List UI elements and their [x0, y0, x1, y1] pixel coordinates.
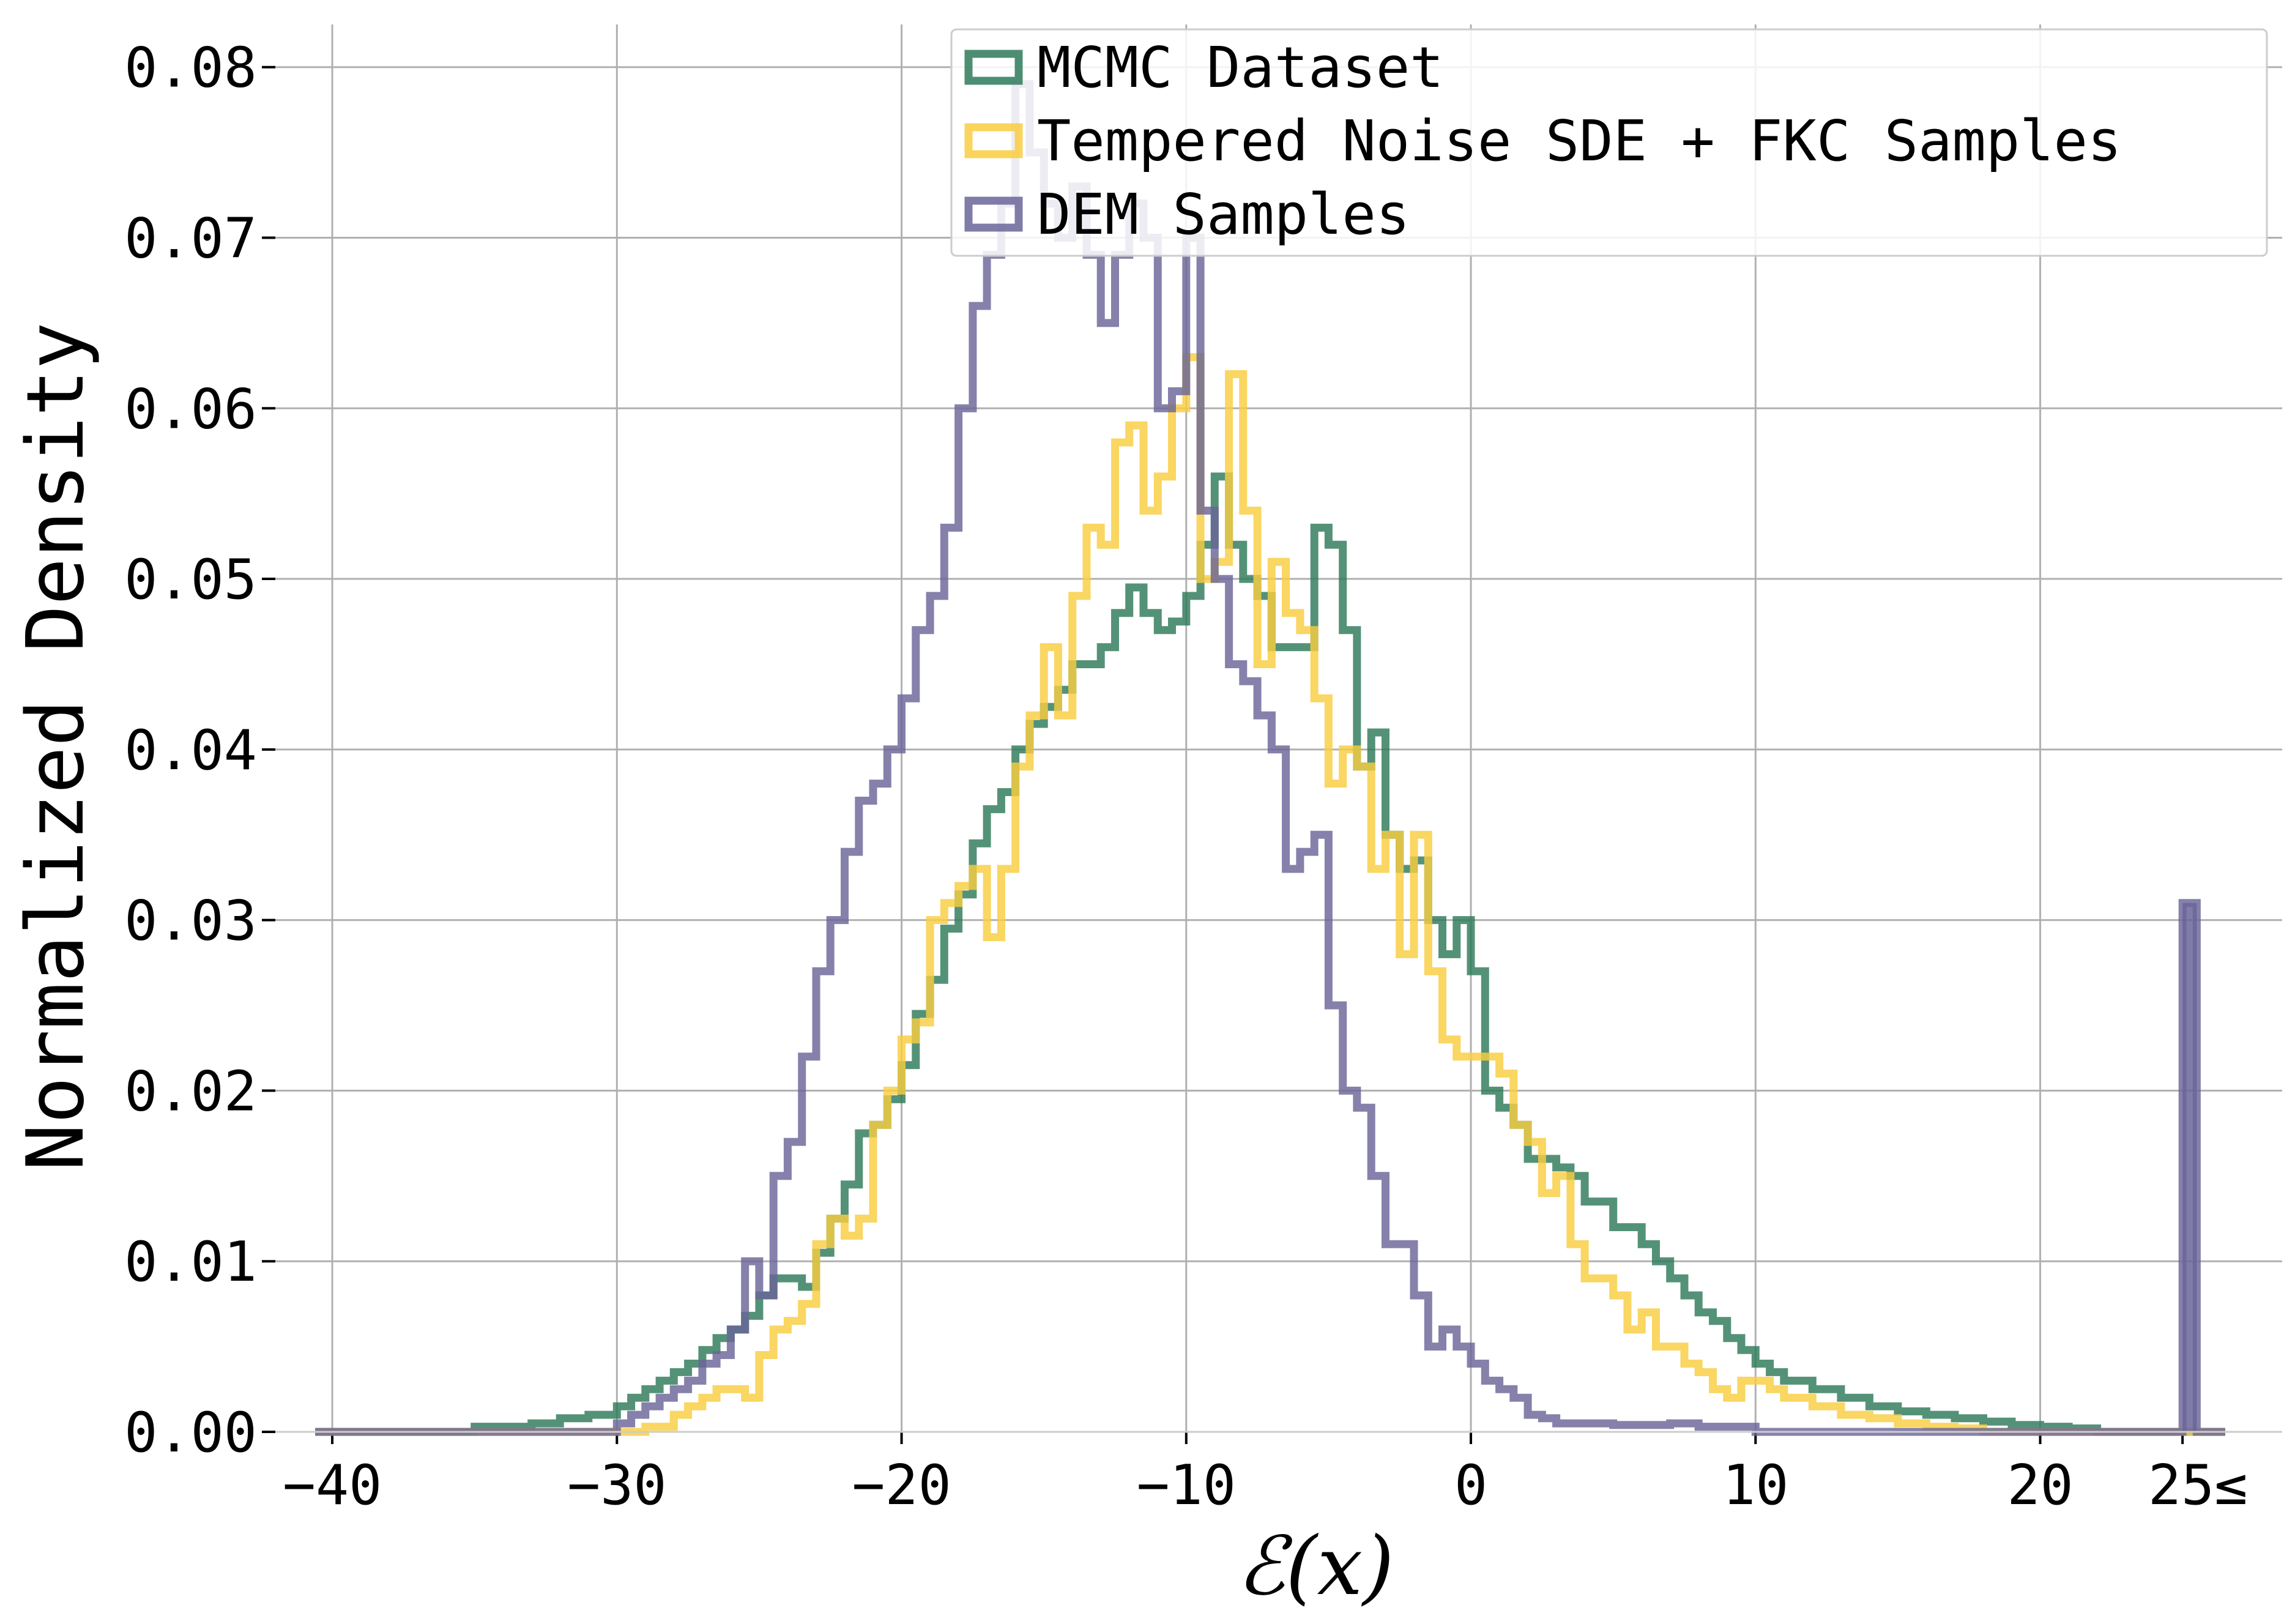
series-dem-samples-line — [315, 80, 2225, 1436]
x-tick-label: −20 — [852, 1453, 951, 1518]
legend-label: Tempered Noise SDE + FKC Samples — [1037, 108, 2121, 174]
y-tick-label: 0.05 — [124, 548, 257, 612]
y-tick-label: 0.02 — [124, 1059, 257, 1123]
y-tick-label: 0.07 — [124, 206, 257, 270]
y-tick-label: 0.08 — [124, 36, 257, 100]
y-tick-label: 0.01 — [124, 1230, 257, 1294]
y-tick-label: 0.04 — [124, 718, 257, 783]
y-tick-label: 0.06 — [124, 377, 257, 441]
legend-label: DEM Samples — [1037, 182, 1410, 247]
series-layer — [315, 80, 2225, 1436]
x-tick-label: −10 — [1137, 1453, 1237, 1518]
x-tick-label: 25≤ — [2148, 1453, 2248, 1518]
legend-box — [950, 28, 2268, 257]
x-axis-title: ℰ(x) — [1237, 1519, 1394, 1614]
legend-swatch — [964, 123, 1023, 158]
x-tick-label: 0 — [1454, 1453, 1487, 1518]
y-tick-label: 0.00 — [124, 1401, 257, 1465]
legend: MCMC Dataset Tempered Noise SDE + FKC Sam… — [950, 28, 2268, 257]
x-tick-label: 20 — [2007, 1453, 2073, 1518]
dem-overflow-bar — [2182, 903, 2197, 1432]
legend-swatch — [964, 50, 1023, 85]
legend-swatch — [964, 196, 1023, 232]
y-axis-title: Normalized Density — [10, 322, 102, 1171]
x-tick-label: 10 — [1722, 1453, 1788, 1518]
x-axis-ticks: −40 −30 −20 −10 0 10 20 25≤ — [283, 1432, 2248, 1518]
series-tempered-noise-sde-fkc-samples-line — [315, 353, 2225, 1436]
x-tick-label: −40 — [283, 1453, 382, 1518]
y-axis-ticks: 0.00 0.01 0.02 0.03 0.04 0.05 0.06 0.07 0.08 — [124, 36, 275, 1465]
y-tick-label: 0.03 — [124, 889, 257, 953]
legend-label: MCMC Dataset — [1037, 35, 1444, 100]
x-tick-label: −30 — [567, 1453, 667, 1518]
